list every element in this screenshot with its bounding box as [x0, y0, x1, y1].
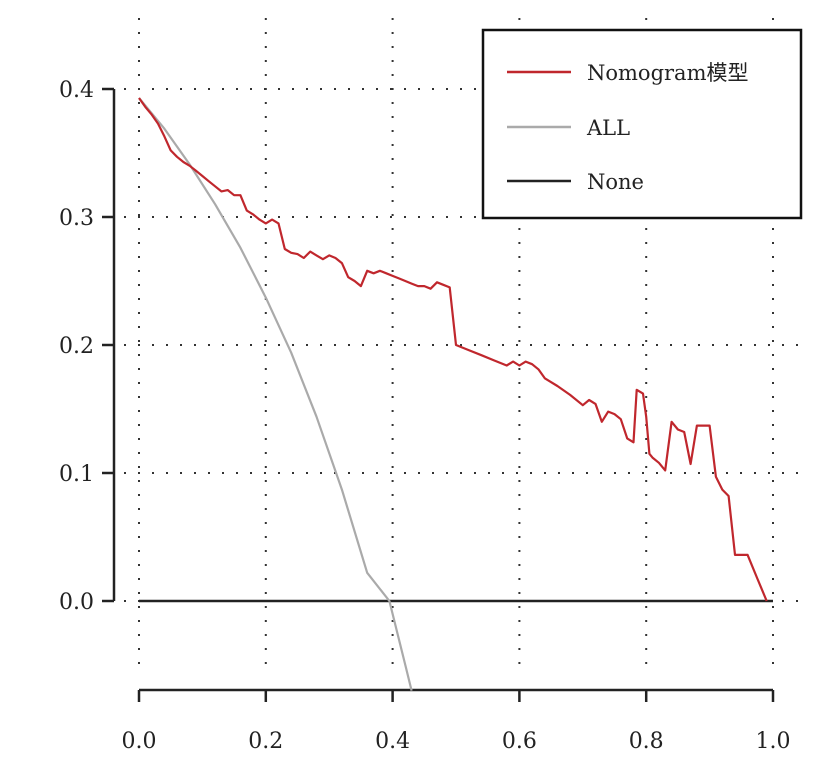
x-tick-label-2: 0.4 [375, 729, 410, 754]
legend-box [481, 28, 803, 220]
ticks: 0.0 0.1 0.2 0.3 0.4 0.0 0.2 0.4 0.6 0.8 1.0 [59, 78, 791, 754]
legend: Nomogram模型 ALL None [481, 28, 803, 220]
x-tick-label-1: 0.2 [248, 729, 283, 754]
x-tick-label-4: 0.8 [629, 729, 664, 754]
y-tick-label-4: 0.4 [59, 78, 94, 103]
y-tick-label-2: 0.2 [59, 334, 94, 359]
x-tick-label-0: 0.0 [122, 729, 157, 754]
y-tick-label-1: 0.1 [59, 462, 94, 487]
x-tick-label-5: 1.0 [756, 729, 791, 754]
series-line-0 [138, 97, 768, 602]
y-tick-label-3: 0.3 [59, 206, 94, 231]
y-tick-label-0: 0.0 [59, 590, 94, 615]
series-line-1 [138, 97, 413, 691]
legend-entries: Nomogram模型 ALL None [507, 61, 749, 194]
legend-label-1: ALL [586, 116, 630, 140]
series-lines [138, 97, 773, 691]
legend-label-2: None [587, 170, 644, 194]
legend-label-0: Nomogram模型 [587, 61, 749, 85]
x-tick-label-3: 0.6 [502, 729, 537, 754]
